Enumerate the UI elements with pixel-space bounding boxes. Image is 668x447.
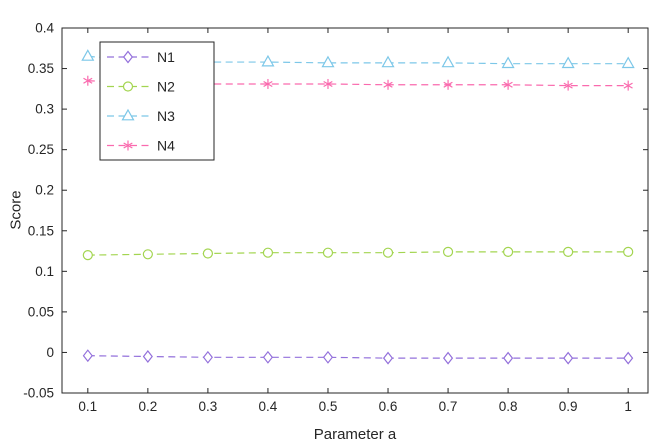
series-line-n2 <box>87 251 629 256</box>
x-tick-label: 0.9 <box>559 399 578 414</box>
x-tick-label: 0.1 <box>78 399 97 414</box>
tick-labels: 0.1 0.2 0.3 0.4 0.5 0.6 0.7 0.8 0.9 1 -0.05 0 0.05 0.… <box>23 21 632 415</box>
legend: N1 N2 N3 N4 <box>99 41 215 161</box>
y-tick-label: 0.15 <box>28 223 54 238</box>
x-tick-label: 0.6 <box>379 399 398 414</box>
legend-item-n3: N3 <box>107 108 175 124</box>
series-line-n4 <box>87 80 629 87</box>
legend-item-n4: N4 <box>107 138 175 154</box>
x-tick-label: 0.8 <box>499 399 518 414</box>
series-line-n1 <box>87 355 629 359</box>
y-tick-label: 0.05 <box>28 304 54 319</box>
y-tick-label: 0 <box>46 345 54 360</box>
y-tick-label: 0.2 <box>35 183 54 198</box>
x-tick-label: 0.5 <box>319 399 338 414</box>
legend-label: N1 <box>157 49 175 65</box>
y-tick-label: -0.05 <box>23 386 54 401</box>
series-line-n3 <box>87 55 629 65</box>
legend-label: N3 <box>157 108 175 124</box>
axis-ticks <box>62 27 648 394</box>
y-axis-label: Score <box>7 190 25 230</box>
x-tick-label: 0.4 <box>259 399 278 414</box>
legend-box <box>99 41 215 161</box>
y-tick-label: 0.1 <box>35 264 54 279</box>
series-n4 <box>83 75 633 91</box>
x-tick-label: 0.3 <box>199 399 218 414</box>
x-tick-label: 0.7 <box>439 399 458 414</box>
legend-label: N2 <box>157 79 175 95</box>
series-n1 <box>82 349 634 365</box>
y-tick-label: 0.25 <box>28 142 54 157</box>
y-tick-label: 0.3 <box>35 102 54 117</box>
x-tick-label: 1 <box>624 399 632 414</box>
series-n2 <box>82 246 634 261</box>
x-axis-label: Parameter a <box>313 426 397 443</box>
x-tick-label: 0.2 <box>138 399 157 414</box>
y-tick-label: 0.35 <box>28 61 54 76</box>
legend-label: N4 <box>157 138 175 154</box>
legend-item-n1: N1 <box>107 49 175 65</box>
y-tick-label: 0.4 <box>35 21 54 36</box>
legend-item-n2: N2 <box>107 79 175 95</box>
